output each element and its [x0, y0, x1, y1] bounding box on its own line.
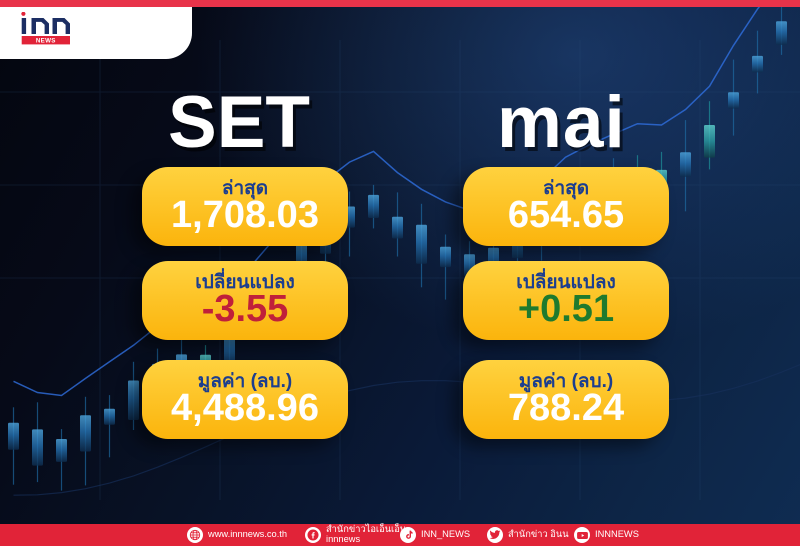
- svg-text:NEWS: NEWS: [36, 37, 56, 44]
